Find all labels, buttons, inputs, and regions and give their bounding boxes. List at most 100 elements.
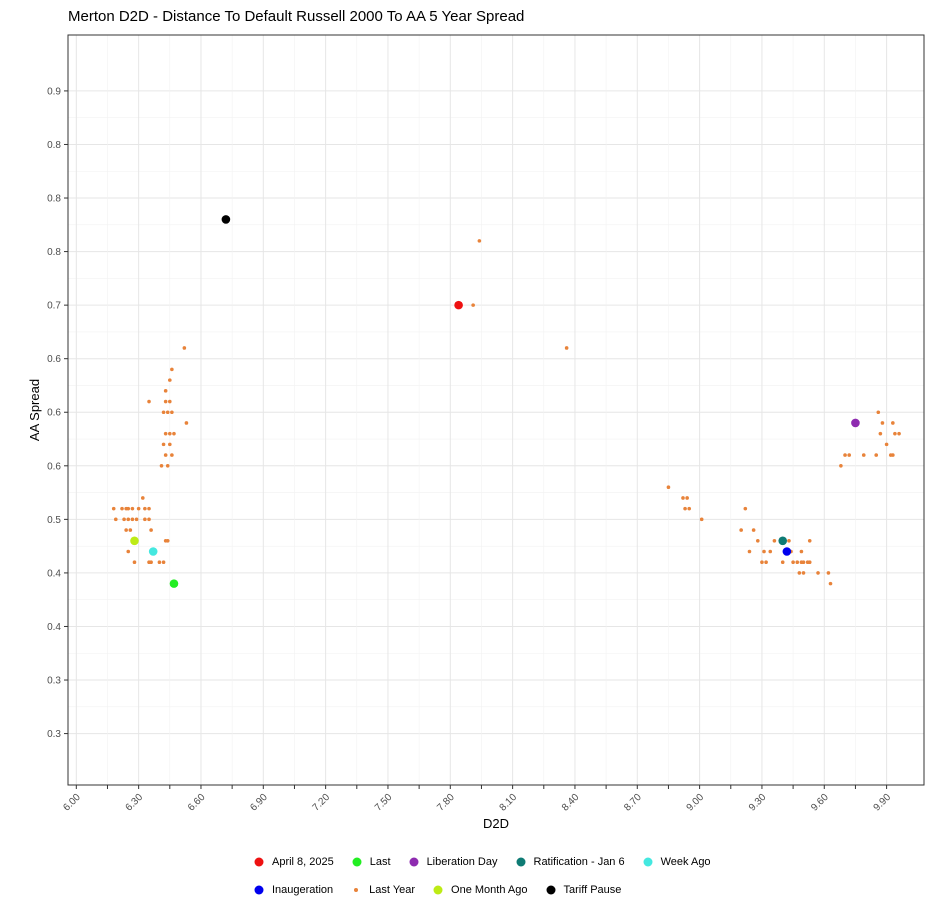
data-point xyxy=(778,536,788,546)
legend-item: One Month Ago xyxy=(429,883,528,897)
data-point xyxy=(113,517,118,522)
data-point xyxy=(122,517,126,522)
y-tick-label: 0.8 xyxy=(47,247,61,258)
x-axis-label: D2D xyxy=(483,816,509,831)
legend-label: Liberation Day xyxy=(426,856,498,868)
legend-dot-icon xyxy=(516,857,525,867)
x-tick-label: 9.00 xyxy=(685,792,707,814)
data-point xyxy=(170,453,174,457)
data-point xyxy=(760,560,764,565)
y-tick-label: 0.6 xyxy=(47,461,61,472)
legend-item: Week Ago xyxy=(639,855,711,869)
data-point xyxy=(161,410,166,415)
data-point xyxy=(147,399,151,404)
data-point xyxy=(764,560,768,565)
legend-label: Last Year xyxy=(369,884,416,896)
data-point xyxy=(111,506,116,511)
y-tick-label: 0.8 xyxy=(47,194,61,205)
legend-dot-icon xyxy=(254,885,264,895)
data-point xyxy=(826,571,831,575)
data-point xyxy=(157,560,162,565)
y-axis: 0.3 0.3 0.4 0.4 0.5 0.6 0.6 0.6 0.7 0.8 0.8 0.8 0.9 xyxy=(47,86,68,740)
y-tick-label: 0.6 xyxy=(47,354,61,365)
data-point xyxy=(564,346,569,350)
x-tick-label: 6.60 xyxy=(186,792,208,814)
x-tick-label: 7.80 xyxy=(435,792,457,814)
plot-panel-bg xyxy=(68,35,924,785)
legend-label: Last xyxy=(369,856,391,868)
data-point xyxy=(168,431,172,436)
x-tick-label: 7.20 xyxy=(311,792,333,814)
y-tick-label: 0.3 xyxy=(47,676,61,687)
x-tick-label: 7.50 xyxy=(373,792,395,814)
legend-dot-icon xyxy=(354,888,359,892)
data-point xyxy=(782,547,792,556)
data-point xyxy=(221,215,231,224)
x-tick-label: 8.10 xyxy=(498,792,520,814)
data-point xyxy=(685,496,689,500)
data-point xyxy=(893,431,897,436)
chart-title: Merton D2D - Distance To Default Russell… xyxy=(68,8,525,25)
data-point xyxy=(149,528,153,532)
legend-item: Inaugeration xyxy=(250,883,333,897)
data-points xyxy=(111,215,901,588)
legend-dot-icon xyxy=(254,857,264,867)
data-point xyxy=(124,528,128,532)
y-tick-label: 0.4 xyxy=(47,622,61,633)
legend-key xyxy=(639,855,657,869)
legend-key xyxy=(405,855,423,869)
data-point xyxy=(159,464,164,468)
legend-key xyxy=(512,855,530,869)
data-point xyxy=(851,418,860,428)
legend-key xyxy=(250,883,268,897)
data-point xyxy=(772,538,777,543)
data-point xyxy=(169,579,179,588)
data-point xyxy=(801,560,806,565)
data-point xyxy=(807,538,812,543)
data-point xyxy=(163,389,168,393)
data-point xyxy=(130,536,139,546)
data-point xyxy=(847,453,852,457)
data-point xyxy=(471,303,475,307)
y-tick-label: 0.9 xyxy=(47,86,61,97)
data-point xyxy=(876,410,881,415)
data-point xyxy=(148,547,158,556)
legend-dot-icon xyxy=(352,857,362,867)
data-point xyxy=(787,538,791,543)
legend-row: April 8, 2025 Last Liberation Day Ratificat… xyxy=(250,848,770,876)
data-point xyxy=(168,399,172,404)
data-point xyxy=(168,442,172,447)
data-point xyxy=(801,571,806,575)
data-point xyxy=(126,549,131,554)
data-point xyxy=(747,549,752,554)
legend-key xyxy=(348,855,366,869)
data-point xyxy=(132,560,137,565)
legend-dot-icon xyxy=(433,885,443,895)
data-point xyxy=(751,528,756,532)
data-point xyxy=(163,453,168,457)
data-point xyxy=(768,549,773,554)
data-point xyxy=(140,496,145,500)
data-point xyxy=(143,517,147,522)
data-point xyxy=(172,431,176,436)
x-axis: 6.00 6.30 6.60 6.90 7.20 7.50 7.80 8.10 8.40 8.70… xyxy=(61,785,893,813)
data-point xyxy=(130,506,135,511)
data-point xyxy=(816,571,820,575)
data-point xyxy=(795,560,800,565)
data-point xyxy=(897,431,901,436)
data-point xyxy=(666,485,671,490)
data-point xyxy=(182,346,187,350)
x-tick-label: 6.30 xyxy=(124,792,146,814)
data-point xyxy=(165,538,170,543)
data-point xyxy=(165,464,170,468)
gridlines xyxy=(68,35,924,785)
data-point xyxy=(143,506,147,511)
data-point xyxy=(170,367,174,372)
legend-item: Liberation Day xyxy=(405,855,498,869)
data-point xyxy=(878,431,883,436)
data-point xyxy=(762,549,766,554)
legend-label: Ratification - Jan 6 xyxy=(533,856,625,868)
data-point xyxy=(683,506,687,511)
data-point xyxy=(170,410,174,415)
data-point xyxy=(168,378,172,382)
